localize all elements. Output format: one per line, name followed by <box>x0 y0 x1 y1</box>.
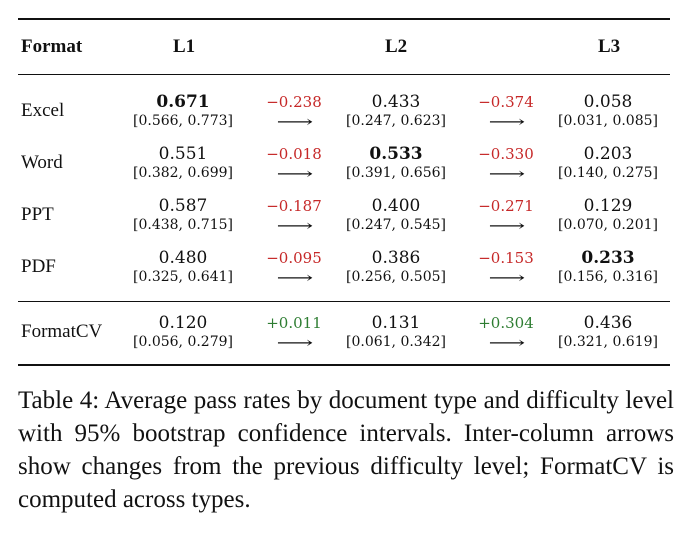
right-arrow-icon: ⟶ <box>488 164 525 183</box>
bottom-rule <box>18 364 670 366</box>
change-d12: −0.187 ⟶ <box>254 197 334 235</box>
change-d12: +0.011 ⟶ <box>254 314 334 352</box>
confidence-interval: [0.325, 0.641] <box>133 269 233 285</box>
table-body: Excel 0.671 [0.566, 0.773] 0.433 [0.247, 0.6… <box>18 87 670 295</box>
confidence-interval: [0.061, 0.342] <box>346 334 446 350</box>
header-l1: L1 <box>173 36 196 57</box>
delta-value: +0.304 <box>478 314 534 332</box>
pass-rate-value: 0.129 <box>583 196 633 216</box>
change-d23: −0.330 ⟶ <box>466 145 546 183</box>
table-header: Format L1 L2 L3 <box>18 20 670 74</box>
top-rule <box>18 18 670 20</box>
header-format: Format <box>21 36 83 57</box>
confidence-interval: [0.070, 0.201] <box>558 217 658 233</box>
confidence-interval: [0.382, 0.699] <box>133 165 233 181</box>
summary-rule <box>18 301 670 302</box>
format-name: FormatCV <box>21 321 103 342</box>
pass-rate-value: 0.587 <box>158 196 208 216</box>
pass-rate-value: 0.058 <box>583 92 633 112</box>
confidence-interval: [0.156, 0.316] <box>558 269 658 285</box>
table-row: PPT 0.587 [0.438, 0.715] 0.400 [0.247, 0.545… <box>18 191 670 243</box>
header-rule <box>18 74 670 75</box>
right-arrow-icon: ⟶ <box>488 333 525 352</box>
delta-value: −0.238 <box>266 93 322 111</box>
format-name: Excel <box>21 100 65 121</box>
delta-value: −0.187 <box>266 197 322 215</box>
delta-value: −0.095 <box>266 249 322 267</box>
right-arrow-icon: ⟶ <box>276 112 313 131</box>
cell-l1: 0.587 [0.438, 0.715] <box>118 197 248 235</box>
delta-value: −0.271 <box>478 197 534 215</box>
delta-value: −0.374 <box>478 93 534 111</box>
change-d23: −0.271 ⟶ <box>466 197 546 235</box>
table-row: FormatCV 0.120 [0.056, 0.279] 0.131 [0.061, … <box>18 308 670 360</box>
header-l3: L3 <box>598 36 621 57</box>
pass-rate-value: 0.233 <box>581 248 635 268</box>
table-row: Word 0.551 [0.382, 0.699] 0.533 [0.391, 0.65… <box>18 139 670 191</box>
cell-l2: 0.400 [0.247, 0.545] <box>331 197 461 235</box>
pass-rate-value: 0.436 <box>583 313 633 333</box>
confidence-interval: [0.140, 0.275] <box>558 165 658 181</box>
confidence-interval: [0.247, 0.623] <box>346 113 446 129</box>
right-arrow-icon: ⟶ <box>488 268 525 287</box>
change-d23: −0.374 ⟶ <box>466 93 546 131</box>
pass-rate-value: 0.533 <box>369 144 423 164</box>
pass-rate-value: 0.131 <box>371 313 421 333</box>
cell-l3: 0.058 [0.031, 0.085] <box>543 93 673 131</box>
format-name: Word <box>21 152 63 173</box>
right-arrow-icon: ⟶ <box>276 333 313 352</box>
pass-rate-value: 0.400 <box>371 196 421 216</box>
table-caption: Table 4: Average pass rates by document … <box>18 387 674 513</box>
cell-l2: 0.131 [0.061, 0.342] <box>331 314 461 352</box>
cell-l1: 0.671 [0.566, 0.773] <box>118 93 248 131</box>
change-d12: −0.018 ⟶ <box>254 145 334 183</box>
delta-value: −0.153 <box>478 249 534 267</box>
right-arrow-icon: ⟶ <box>276 164 313 183</box>
confidence-interval: [0.391, 0.656] <box>346 165 446 181</box>
header-l2: L2 <box>385 36 408 57</box>
pass-rate-value: 0.480 <box>158 248 208 268</box>
format-name: PDF <box>21 256 56 277</box>
format-name: PPT <box>21 204 54 225</box>
delta-value: +0.011 <box>266 314 322 332</box>
pass-rate-value: 0.433 <box>371 92 421 112</box>
table-row: Excel 0.671 [0.566, 0.773] 0.433 [0.247, 0.6… <box>18 87 670 139</box>
cell-l1: 0.480 [0.325, 0.641] <box>118 249 248 287</box>
delta-value: −0.018 <box>266 145 322 163</box>
right-arrow-icon: ⟶ <box>276 216 313 235</box>
confidence-interval: [0.247, 0.545] <box>346 217 446 233</box>
confidence-interval: [0.566, 0.773] <box>133 113 233 129</box>
confidence-interval: [0.256, 0.505] <box>346 269 446 285</box>
right-arrow-icon: ⟶ <box>488 216 525 235</box>
confidence-interval: [0.056, 0.279] <box>133 334 233 350</box>
change-d23: −0.153 ⟶ <box>466 249 546 287</box>
confidence-interval: [0.321, 0.619] <box>558 334 658 350</box>
change-d23: +0.304 ⟶ <box>466 314 546 352</box>
table-summary: FormatCV 0.120 [0.056, 0.279] 0.131 [0.061, … <box>18 308 670 360</box>
pass-rate-value: 0.120 <box>158 313 208 333</box>
change-d12: −0.238 ⟶ <box>254 93 334 131</box>
pass-rate-value: 0.203 <box>583 144 633 164</box>
table-row: PDF 0.480 [0.325, 0.641] 0.386 [0.256, 0.505… <box>18 243 670 295</box>
right-arrow-icon: ⟶ <box>276 268 313 287</box>
pass-rate-value: 0.671 <box>156 92 210 112</box>
cell-l2: 0.386 [0.256, 0.505] <box>331 249 461 287</box>
right-arrow-icon: ⟶ <box>488 112 525 131</box>
cell-l1: 0.551 [0.382, 0.699] <box>118 145 248 183</box>
confidence-interval: [0.438, 0.715] <box>133 217 233 233</box>
cell-l3: 0.129 [0.070, 0.201] <box>543 197 673 235</box>
change-d12: −0.095 ⟶ <box>254 249 334 287</box>
cell-l3: 0.436 [0.321, 0.619] <box>543 314 673 352</box>
pass-rate-value: 0.551 <box>158 144 208 164</box>
pass-rate-value: 0.386 <box>371 248 421 268</box>
cell-l2: 0.533 [0.391, 0.656] <box>331 145 461 183</box>
delta-value: −0.330 <box>478 145 534 163</box>
cell-l3: 0.203 [0.140, 0.275] <box>543 145 673 183</box>
cell-l1: 0.120 [0.056, 0.279] <box>118 314 248 352</box>
cell-l3: 0.233 [0.156, 0.316] <box>543 249 673 287</box>
results-table: Format L1 L2 L3 Excel 0.671 [0.566, 0.773]… <box>18 18 670 366</box>
confidence-interval: [0.031, 0.085] <box>558 113 658 129</box>
cell-l2: 0.433 [0.247, 0.623] <box>331 93 461 131</box>
